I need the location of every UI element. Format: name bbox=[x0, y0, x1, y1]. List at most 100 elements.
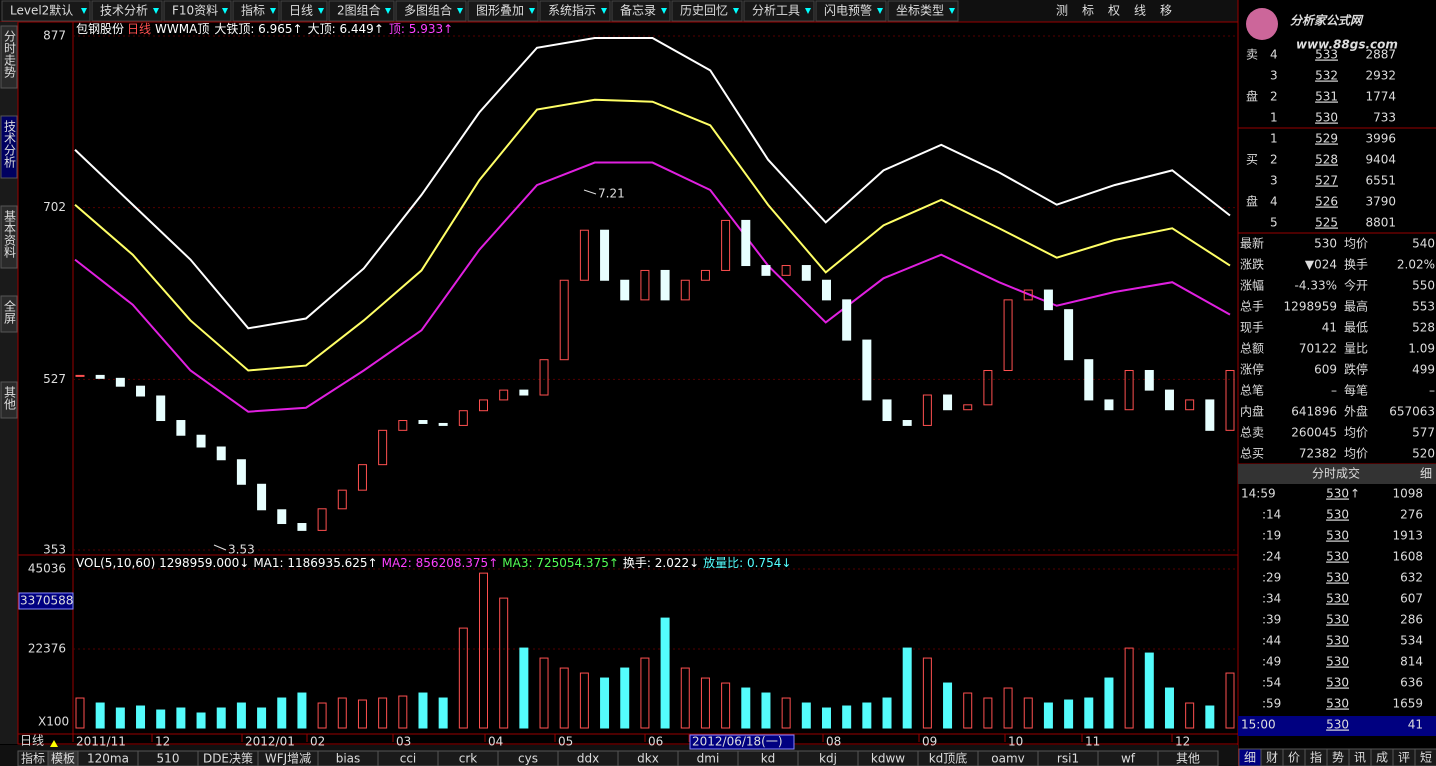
indicator-tab-label[interactable]: dkx bbox=[637, 752, 659, 766]
panel-tab-label[interactable]: 细 bbox=[1244, 751, 1256, 765]
toolbar-icon-label[interactable]: 测 bbox=[1056, 4, 1068, 18]
candle-body bbox=[680, 279, 690, 301]
side-tab-label[interactable]: 基本资料 bbox=[3, 210, 17, 258]
toolbar-label[interactable]: 日线 bbox=[289, 4, 313, 18]
indicator-tab-label[interactable]: cci bbox=[400, 752, 417, 766]
trades-button[interactable]: 细 bbox=[1420, 467, 1432, 481]
indicator-tab-label[interactable]: oamv bbox=[991, 752, 1025, 766]
indicator-tab-label[interactable]: DDE决策 bbox=[203, 752, 253, 766]
toolbar-label[interactable]: Level2默认 bbox=[10, 3, 73, 18]
toolbar-button[interactable] bbox=[467, 0, 539, 22]
indicator-tab-label[interactable]: 模板 bbox=[51, 752, 75, 766]
toolbar-button[interactable] bbox=[280, 0, 328, 22]
indicator-tab-label[interactable]: kd bbox=[761, 752, 776, 766]
toolbar-label[interactable]: 系统指示 bbox=[548, 3, 596, 18]
toolbar-button[interactable] bbox=[395, 0, 467, 22]
toolbar-label[interactable]: 闪电预警 bbox=[824, 3, 872, 18]
toolbar-button[interactable] bbox=[1, 0, 91, 22]
trade-price: 530 bbox=[1326, 529, 1349, 543]
indicator-tab-label[interactable]: dmi bbox=[697, 752, 720, 766]
side-tab-label[interactable]: 全屏 bbox=[3, 299, 17, 325]
toolbar-label[interactable]: 图形叠加 bbox=[476, 4, 524, 18]
indicator-tab-label[interactable]: 指标 bbox=[21, 751, 45, 766]
y-tick-label: 527 bbox=[43, 372, 66, 386]
panel-tab-label[interactable]: 财 bbox=[1266, 751, 1278, 765]
toolbar-button[interactable] bbox=[91, 0, 163, 22]
toolbar-button[interactable] bbox=[611, 0, 671, 22]
indicator-tab-label[interactable]: bias bbox=[336, 752, 361, 766]
toolbar-button[interactable] bbox=[671, 0, 743, 22]
date-label: 2012/06/18(一) bbox=[692, 735, 783, 749]
stat-label: 涨停 bbox=[1240, 362, 1264, 377]
toolbar-label[interactable]: 指标 bbox=[241, 3, 265, 18]
date-label: 09 bbox=[922, 735, 937, 749]
trade-time: :39 bbox=[1262, 613, 1281, 627]
book-level: 1 bbox=[1270, 132, 1278, 146]
toolbar-label[interactable]: 坐标类型 bbox=[896, 4, 944, 18]
panel-tab[interactable] bbox=[1414, 748, 1436, 766]
toolbar-label[interactable]: 分析工具 bbox=[752, 4, 800, 18]
side-tab-label[interactable]: 分时走势 bbox=[3, 30, 17, 78]
indicator-tab-label[interactable]: kdj bbox=[819, 752, 837, 766]
toolbar-label[interactable]: 历史回忆 bbox=[680, 4, 728, 18]
indicator-tab-label[interactable]: kd顶底 bbox=[929, 751, 968, 766]
dropdown-arrow bbox=[81, 8, 87, 14]
indicator-tab-label[interactable]: crk bbox=[459, 752, 478, 766]
trade-price: 530 bbox=[1326, 550, 1349, 564]
side-tab[interactable] bbox=[0, 205, 18, 269]
toolbar-label[interactable]: F10资料 bbox=[172, 4, 218, 18]
volume-bar bbox=[1023, 697, 1033, 729]
volume-bar bbox=[75, 697, 85, 729]
side-tab[interactable] bbox=[0, 381, 18, 419]
trade-price: 530 bbox=[1326, 718, 1349, 732]
candle-body bbox=[1124, 369, 1134, 411]
panel-tab-label[interactable]: 讯 bbox=[1354, 751, 1366, 765]
indicator-tab-label[interactable]: kdww bbox=[871, 752, 905, 766]
side-tab-label[interactable]: 其他 bbox=[3, 386, 17, 410]
toolbar-label[interactable]: 技术分析 bbox=[100, 4, 148, 18]
toolbar-button[interactable] bbox=[328, 0, 395, 22]
stat-label: 总笔 bbox=[1240, 383, 1264, 398]
indicator-tab-label[interactable]: cys bbox=[518, 752, 538, 766]
toolbar-icon-label[interactable]: 线 bbox=[1134, 4, 1146, 18]
side-tab-label[interactable]: 技术分析 bbox=[3, 120, 17, 169]
stat-label: 跌停 bbox=[1344, 362, 1368, 377]
indicator-tab-label[interactable]: 510 bbox=[157, 752, 180, 766]
toolbar-label[interactable]: 2图组合 bbox=[337, 3, 381, 18]
stat-value: 553 bbox=[1412, 300, 1435, 314]
panel-tab-label[interactable]: 成 bbox=[1376, 751, 1388, 765]
candle-body bbox=[277, 509, 287, 525]
book-volume: 3790 bbox=[1365, 195, 1396, 209]
toolbar-label[interactable]: 多图组合 bbox=[404, 3, 452, 18]
panel-tab-label[interactable]: 评 bbox=[1398, 751, 1410, 765]
indicator-tab-label[interactable]: 120ma bbox=[87, 752, 129, 766]
side-tab[interactable] bbox=[0, 25, 18, 89]
toolbar-button[interactable] bbox=[163, 0, 232, 22]
indicator-tab[interactable] bbox=[1157, 750, 1219, 766]
toolbar-icon-label[interactable]: 移 bbox=[1160, 4, 1172, 18]
panel-tab-label[interactable]: 短 bbox=[1420, 751, 1432, 765]
panel-tab-label[interactable]: 势 bbox=[1332, 751, 1344, 765]
indicator-tab-label[interactable]: ddx bbox=[577, 752, 599, 766]
toolbar-button[interactable] bbox=[743, 0, 815, 22]
panel-tab-label[interactable]: 价 bbox=[1288, 751, 1300, 765]
toolbar-button[interactable] bbox=[887, 0, 959, 22]
book-level: 3 bbox=[1270, 69, 1278, 83]
panel-tab-label[interactable]: 指 bbox=[1310, 750, 1322, 765]
toolbar-label[interactable]: 备忘录 bbox=[620, 3, 656, 18]
annotation: 7.21 bbox=[598, 187, 625, 201]
indicator-tab-label[interactable]: wf bbox=[1121, 752, 1136, 766]
toolbar-button[interactable] bbox=[539, 0, 611, 22]
toolbar-icon-label[interactable]: 标 bbox=[1082, 4, 1094, 18]
toolbar-button[interactable] bbox=[232, 0, 280, 22]
period-tab[interactable]: 日线 bbox=[20, 734, 44, 748]
volume-bar bbox=[458, 627, 468, 729]
indicator-tab-label[interactable]: 其他 bbox=[1176, 752, 1200, 766]
indicator-tab-label[interactable]: rsi1 bbox=[1057, 752, 1079, 766]
side-tab[interactable] bbox=[0, 115, 18, 179]
toolbar-icon-label[interactable]: 权 bbox=[1108, 4, 1120, 18]
side-tab[interactable] bbox=[0, 295, 18, 333]
y-tick-label: 45036 bbox=[28, 562, 66, 576]
toolbar-button[interactable] bbox=[815, 0, 887, 22]
indicator-tab-label[interactable]: WFJ增减 bbox=[265, 752, 311, 766]
